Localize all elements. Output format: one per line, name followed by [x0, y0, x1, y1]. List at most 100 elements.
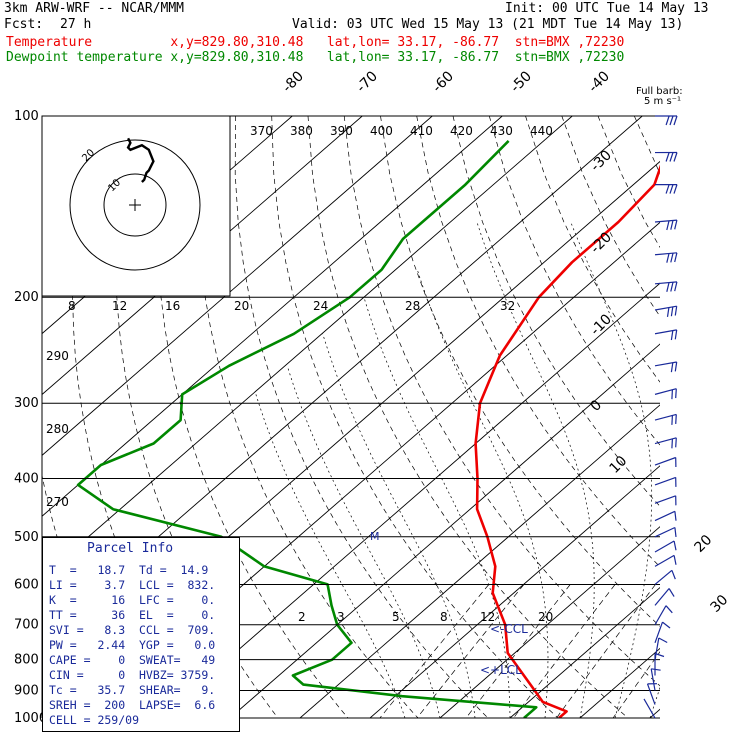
wind-barb-staff	[654, 540, 675, 553]
theta-label: 420	[450, 124, 473, 138]
isotherm-line	[369, 465, 660, 718]
isotherm-label: -10	[588, 311, 615, 338]
mixing-ratio-label: 12	[480, 610, 495, 624]
dry-adiabat	[234, 116, 489, 718]
pressure-tick-label: 900	[14, 683, 39, 698]
wind-barb-feather	[670, 306, 674, 317]
wind-barb-feather	[674, 219, 678, 230]
pressure-tick-label: 500	[14, 530, 39, 545]
isotherm-line	[649, 708, 660, 718]
parcel-info-title: Parcel Info	[87, 541, 174, 556]
pressure-tick-label: 600	[14, 577, 39, 592]
forecast-hour: 27 h	[60, 17, 92, 32]
parcel-row: Tc = 35.7 SHEAR= 9.	[49, 683, 216, 697]
hodograph-speed-label: 24	[313, 299, 328, 313]
wind-barb-feather	[662, 621, 671, 629]
dry-adiabat	[196, 116, 419, 718]
dry-adiabat	[115, 116, 279, 718]
isotherm-label: 0	[588, 397, 606, 415]
wind-barb-feather	[665, 605, 673, 614]
theta-label: 380	[290, 124, 313, 138]
moist-adiabat	[363, 297, 511, 718]
parcel-row: T = 18.7 Td = 14.9	[49, 563, 209, 577]
parcel-info-panel: Parcel Info T = 18.7 Td = 14.9 LI = 3.7 …	[42, 537, 240, 732]
wind-barb-feather	[669, 115, 674, 126]
wind-barb-feather	[674, 281, 678, 292]
theta-label: 410	[410, 124, 433, 138]
moist-adiabat	[720, 222, 740, 718]
wind-barb-staff	[654, 388, 677, 395]
hodograph-trace	[126, 137, 155, 183]
theta-label: 430	[490, 124, 513, 138]
temperature-legend: Temperature x,y=829.80,310.48 lat,lon= 3…	[6, 35, 625, 50]
parcel-marker: M	[370, 530, 380, 543]
wind-barbs	[643, 115, 678, 719]
mixing-ratio-line	[612, 651, 660, 718]
pressure-tick-label: 300	[14, 396, 39, 411]
hodograph-speed-label: 28	[405, 299, 420, 313]
mixing-ratio-label: 20	[538, 610, 553, 624]
dry-adiabat	[380, 116, 660, 627]
wind-barb-staff	[654, 252, 677, 256]
wind-barb-feather	[674, 361, 678, 372]
wind-barb-feather	[671, 389, 673, 400]
wind-barb-staff	[654, 413, 677, 421]
wind-barb-feather	[673, 184, 678, 194]
wind-barb-staff	[643, 698, 656, 719]
mixing-ratio-line	[465, 584, 571, 718]
isotherm-label: -30	[588, 147, 615, 174]
model-title: 3km ARW-WRF -- NCAR/MMM	[4, 1, 185, 16]
wind-barb-staff	[654, 219, 677, 223]
isotherm-line	[509, 586, 660, 718]
wind-barb-feather	[671, 570, 676, 580]
moist-adiabat	[286, 365, 441, 718]
wind-barb-staff	[654, 361, 677, 367]
isotherm-label: -80	[280, 68, 307, 95]
parcel-row: CELL = 259/09	[49, 713, 140, 727]
wind-barb-feather	[673, 115, 678, 126]
theta-label: 370	[250, 124, 273, 138]
hodograph-speed-label: 20	[234, 299, 249, 313]
isotherm-label: 10	[607, 453, 631, 477]
theta-side-label: 290	[46, 349, 69, 363]
wind-barb-staff	[646, 683, 656, 705]
dry-adiabat	[416, 116, 660, 568]
wind-barb-staff	[654, 637, 660, 660]
mixing-ratio-line	[379, 584, 490, 718]
pressure-tick-label: 100	[14, 109, 39, 124]
wind-barb-feather	[651, 668, 661, 671]
mixing-ratio-line	[556, 584, 656, 718]
wind-barb-staff	[650, 668, 656, 691]
moist-adiabat	[255, 394, 406, 718]
moist-adiabat	[322, 333, 476, 718]
dry-adiabat	[156, 116, 349, 718]
hodograph-ring-inner	[103, 173, 167, 237]
hodograph-speed-label: 12	[112, 299, 127, 313]
wind-barb-feather	[666, 220, 670, 231]
parcel-row: PW = 2.44 YGP = 0.0	[49, 638, 216, 652]
dry-adiabat	[307, 116, 629, 718]
wind-barb-staff	[654, 281, 677, 285]
pressure-tick-label: 200	[14, 290, 39, 305]
dry-adiabat	[633, 116, 660, 175]
wind-barb-feather	[673, 152, 678, 162]
theta-label: 390	[330, 124, 353, 138]
wind-barb-feather	[654, 652, 665, 658]
pressure-tick-label: 700	[14, 618, 39, 633]
wind-barb-feather	[666, 253, 670, 263]
isotherm-label: 20	[692, 532, 716, 556]
isotherm-label: 30	[708, 592, 732, 616]
isotherm-label: -40	[586, 68, 613, 95]
wind-barb-feather	[674, 511, 677, 521]
wind-barb-feather	[665, 152, 670, 162]
moist-adiabat	[649, 686, 660, 718]
wind-barb-feather	[670, 220, 674, 230]
wind-barb-feather	[665, 184, 670, 194]
wind-barb-feather	[666, 307, 670, 317]
mixing-ratio-label: 8	[440, 610, 448, 624]
wind-barb-feather	[674, 306, 678, 316]
parcel-row: SVI = 8.3 CCL = 709.	[49, 623, 216, 637]
wind-barb-feather	[674, 252, 678, 263]
hodograph-box	[41, 115, 231, 297]
isotherm-label: -70	[354, 68, 381, 95]
